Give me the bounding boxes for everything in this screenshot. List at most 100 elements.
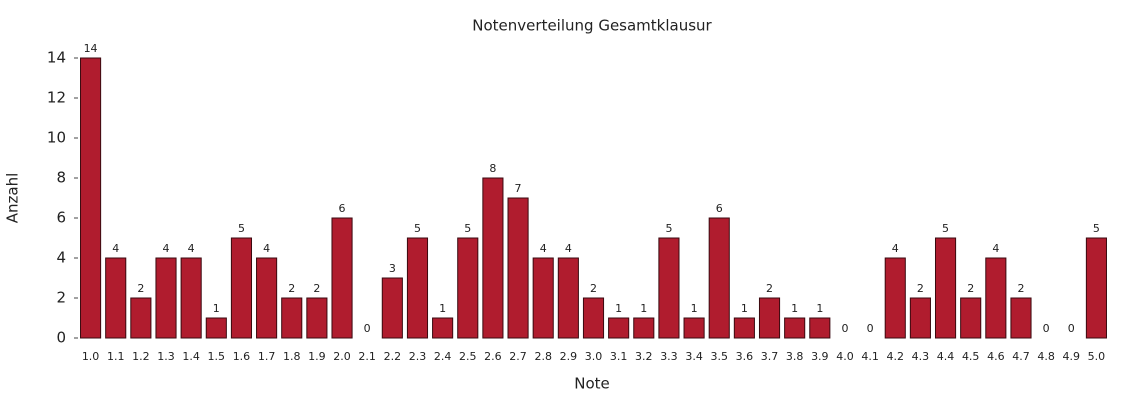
x-tick-label: 3.4 — [685, 350, 703, 363]
data-label: 4 — [892, 242, 899, 255]
data-label: 0 — [1068, 322, 1075, 335]
data-label: 14 — [84, 42, 98, 55]
x-tick-label: 3.6 — [736, 350, 754, 363]
data-label: 5 — [464, 222, 471, 235]
data-label: 4 — [992, 242, 999, 255]
data-label: 1 — [741, 302, 748, 315]
bar — [960, 297, 982, 339]
x-tick-label: 1.2 — [132, 350, 150, 363]
data-label: 5 — [942, 222, 949, 235]
data-label: 0 — [867, 322, 874, 335]
x-tick-label: 3.7 — [761, 350, 779, 363]
y-tick-label: 2 — [56, 289, 66, 307]
data-label: 3 — [389, 262, 396, 275]
x-tick-label: 2.9 — [560, 350, 578, 363]
y-tick-label: 12 — [47, 89, 66, 107]
x-tick-label: 4.8 — [1037, 350, 1055, 363]
bar — [381, 277, 403, 339]
bar — [557, 257, 579, 339]
bar — [155, 257, 177, 339]
bar — [658, 237, 680, 339]
data-label: 2 — [917, 282, 924, 295]
data-label: 4 — [112, 242, 119, 255]
x-tick-label: 4.4 — [937, 350, 955, 363]
x-axis-label: Note — [574, 375, 610, 393]
data-label: 2 — [590, 282, 597, 295]
y-tick-label: 6 — [56, 209, 66, 227]
x-tick-label: 3.0 — [585, 350, 603, 363]
bar — [733, 317, 755, 339]
bar — [934, 237, 957, 339]
x-tick-label: 2.5 — [459, 350, 477, 363]
x-tick-label: 1.8 — [283, 350, 301, 363]
x-tick-label: 3.8 — [786, 350, 804, 363]
data-label: 4 — [540, 242, 547, 255]
x-tick-label: 4.5 — [962, 350, 980, 363]
x-tick-label: 2.0 — [333, 350, 351, 363]
x-tick-label: 1.3 — [157, 350, 175, 363]
x-tick-label: 4.3 — [912, 350, 930, 363]
data-label: 4 — [263, 242, 270, 255]
bar — [809, 317, 831, 339]
bar — [608, 317, 630, 339]
bar — [80, 57, 102, 339]
data-label: 4 — [163, 242, 170, 255]
bar — [758, 297, 781, 339]
y-axis-label: Anzahl — [4, 173, 22, 224]
data-label: 2 — [313, 282, 320, 295]
data-label: 2 — [766, 282, 773, 295]
x-tick-label: 5.0 — [1088, 350, 1106, 363]
data-label: 0 — [1043, 322, 1050, 335]
x-tick-label: 4.6 — [987, 350, 1005, 363]
data-label: 1 — [640, 302, 647, 315]
bar — [406, 237, 429, 339]
y-tick-label: 14 — [47, 49, 66, 67]
bar — [507, 197, 529, 339]
bar — [205, 317, 227, 339]
y-tick-label: 4 — [56, 249, 66, 267]
bar — [1085, 237, 1107, 339]
data-label: 4 — [565, 242, 572, 255]
x-tick-label: 2.8 — [534, 350, 552, 363]
x-tick-label: 2.3 — [409, 350, 427, 363]
bar — [532, 257, 554, 339]
data-label: 2 — [288, 282, 295, 295]
data-label: 1 — [691, 302, 698, 315]
bar — [256, 257, 278, 339]
data-label: 1 — [816, 302, 823, 315]
x-tick-label: 1.1 — [107, 350, 125, 363]
data-label: 0 — [841, 322, 848, 335]
x-tick-label: 1.0 — [82, 350, 100, 363]
data-label: 2 — [1017, 282, 1024, 295]
bar — [130, 297, 152, 339]
x-tick-label: 4.2 — [887, 350, 905, 363]
bar — [708, 217, 730, 339]
bar — [482, 177, 504, 339]
data-label: 8 — [489, 162, 496, 175]
bar — [582, 297, 605, 339]
data-label: 5 — [238, 222, 245, 235]
data-label: 7 — [515, 182, 522, 195]
data-label: 5 — [1093, 222, 1100, 235]
bar — [784, 317, 806, 339]
x-tick-label: 4.7 — [1012, 350, 1030, 363]
data-label: 1 — [213, 302, 220, 315]
data-label: 5 — [665, 222, 672, 235]
data-label: 1 — [439, 302, 446, 315]
bar — [1010, 297, 1032, 339]
x-tick-label: 1.5 — [208, 350, 226, 363]
data-label: 5 — [414, 222, 421, 235]
y-tick-label: 8 — [56, 169, 66, 187]
data-label: 6 — [716, 202, 723, 215]
data-label: 2 — [967, 282, 974, 295]
x-tick-label: 2.6 — [484, 350, 502, 363]
x-tick-label: 1.4 — [182, 350, 200, 363]
bar — [331, 217, 353, 339]
bar — [683, 317, 705, 339]
x-tick-label: 3.2 — [635, 350, 653, 363]
x-tick-label: 3.3 — [660, 350, 678, 363]
data-label: 6 — [339, 202, 346, 215]
x-tick-label: 2.1 — [358, 350, 376, 363]
x-tick-label: 1.9 — [308, 350, 326, 363]
